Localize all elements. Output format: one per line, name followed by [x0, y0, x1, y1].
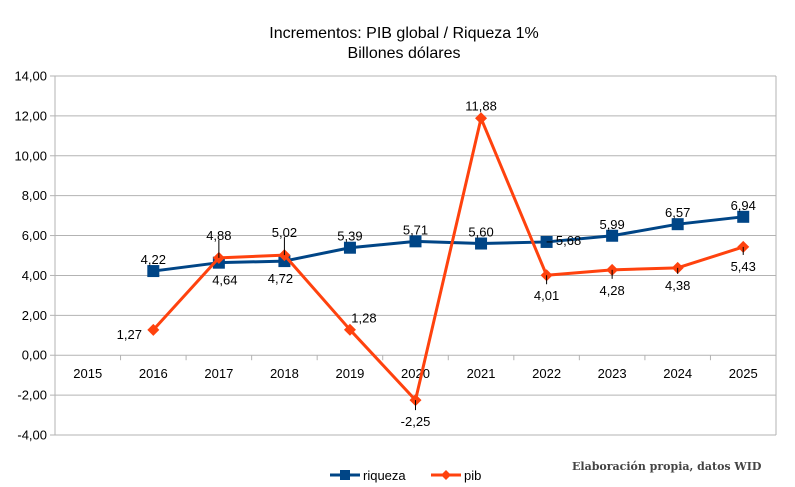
legend-label-pib: pib — [464, 468, 481, 483]
y-tick-label: -4,00 — [17, 428, 47, 443]
data-point-riqueza — [343, 241, 356, 254]
series-line-riqueza — [153, 215, 744, 273]
legend-marker-pib — [441, 470, 451, 480]
data-point-riqueza — [147, 265, 160, 278]
data-label-pib: 4,38 — [665, 278, 690, 293]
data-labels: 4,22 4,64 4,72 5,39 5,71 5,60 5,68 5,99 6,57 6,94… — [117, 98, 756, 429]
x-tick-label: 2018 — [270, 366, 299, 381]
data-point-riqueza — [475, 237, 488, 250]
x-tick-label: 2025 — [729, 366, 758, 381]
y-tick-label: 2,00 — [22, 308, 47, 323]
data-label-pib: 5,43 — [731, 259, 756, 274]
data-label-pib: 1,28 — [351, 311, 376, 326]
y-tick-label: 12,00 — [14, 108, 47, 123]
data-point-riqueza — [737, 210, 750, 223]
source-credit: Elaboración propia, datos WID — [572, 460, 762, 473]
x-axis-ticks: 2015 2016 2017 2018 2019 2020 2021 2022 2023 2024… — [54, 355, 777, 381]
data-label-pib: 4,88 — [206, 228, 231, 243]
data-label-riqueza: 4,22 — [141, 252, 166, 267]
y-tick-label: -2,00 — [17, 388, 47, 403]
y-tick-label: 14,00 — [14, 69, 47, 84]
x-tick-label: 2022 — [532, 366, 561, 381]
data-point-riqueza — [671, 218, 684, 231]
data-label-pib: -2,25 — [401, 414, 431, 429]
series-line-pib — [152, 116, 744, 402]
series-layer — [147, 112, 750, 407]
x-tick-label: 2021 — [467, 366, 496, 381]
y-tick-label: 0,00 — [22, 348, 47, 363]
x-tick-label: 2019 — [335, 366, 364, 381]
chart-subtitle: Billones dólares — [348, 45, 461, 62]
x-tick-label: 2015 — [73, 366, 102, 381]
data-label-riqueza: 5,39 — [337, 229, 362, 244]
data-label-riqueza: 4,64 — [212, 273, 237, 288]
data-point-pib — [475, 112, 488, 125]
data-label-riqueza: 4,72 — [268, 271, 293, 286]
data-label-riqueza: 6,94 — [731, 198, 756, 213]
data-label-riqueza: 5,99 — [599, 217, 624, 232]
data-point-riqueza — [606, 229, 619, 242]
chart-title: Incrementos: PIB global / Riqueza 1% — [269, 25, 538, 42]
data-label-riqueza: 5,71 — [403, 222, 428, 237]
data-label-pib: 4,28 — [599, 283, 624, 298]
y-tick-label: 10,00 — [14, 148, 47, 163]
data-label-riqueza: 5,60 — [468, 225, 493, 240]
data-point-pib — [343, 323, 356, 336]
data-label-riqueza: 6,57 — [665, 205, 690, 220]
x-tick-label: 2016 — [139, 366, 168, 381]
x-tick-label: 2024 — [663, 366, 692, 381]
y-tick-label: 8,00 — [22, 188, 47, 203]
data-label-riqueza: 5,68 — [556, 233, 581, 248]
x-tick-label: 2020 — [401, 366, 430, 381]
y-tick-label: 4,00 — [22, 268, 47, 283]
data-label-pib: 4,01 — [534, 288, 559, 303]
data-point-riqueza — [409, 235, 422, 248]
data-point-pib — [147, 323, 160, 336]
axes — [54, 76, 777, 435]
x-tick-label: 2017 — [204, 366, 233, 381]
data-label-pib: 5,02 — [272, 225, 297, 240]
legend-label-riqueza: riqueza — [363, 468, 406, 483]
legend: riqueza pib — [330, 468, 481, 483]
y-axis-ticks: -4,00 -2,00 0,00 2,00 4,00 6,00 8,00 10,00 12,00… — [14, 69, 55, 443]
x-tick-label: 2023 — [598, 366, 627, 381]
data-label-pib: 1,27 — [117, 327, 142, 342]
data-label-pib: 11,88 — [465, 98, 497, 113]
legend-marker-riqueza — [340, 470, 350, 480]
y-tick-label: 6,00 — [22, 228, 47, 243]
